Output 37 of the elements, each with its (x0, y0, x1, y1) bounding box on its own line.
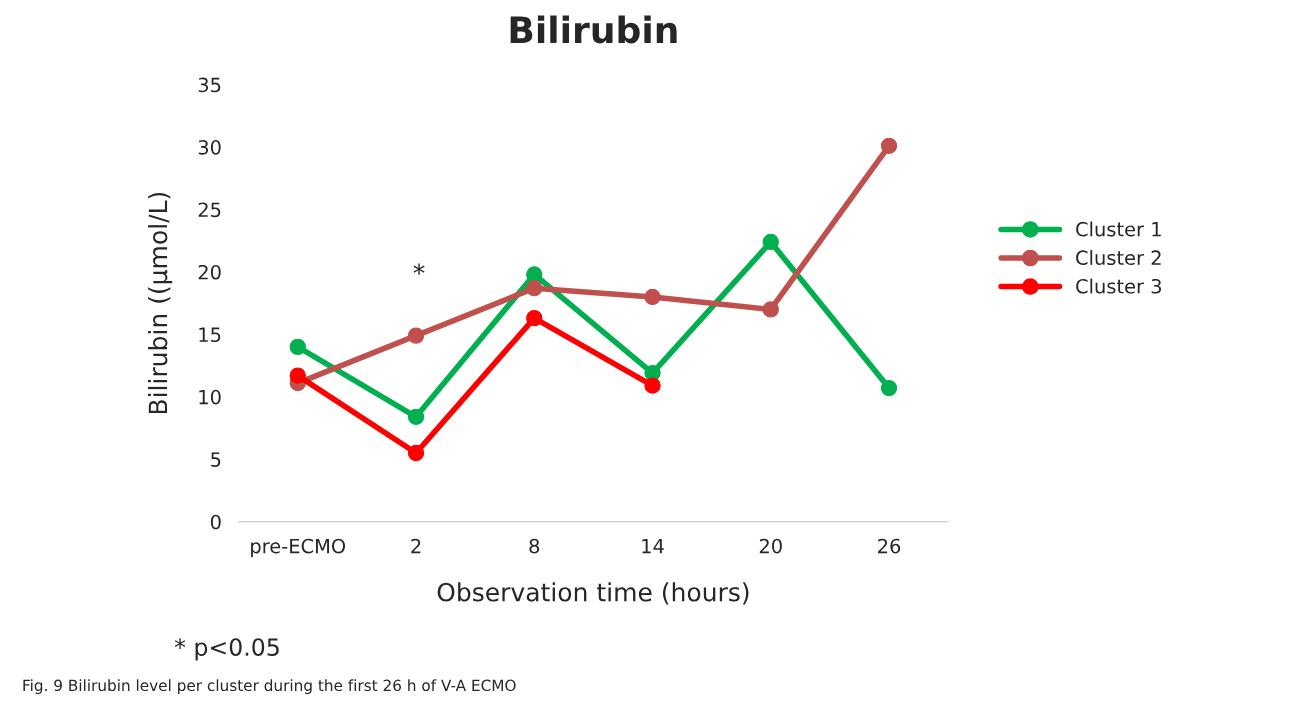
y-tick-label: 15 (199, 327, 221, 343)
point (407, 327, 425, 344)
legend-label: Cluster 2 (1076, 250, 1161, 266)
caption: Fig. 9 Bilirubin level per cluster during the first 26 h of V-A ECMO (23, 679, 516, 695)
point (289, 338, 306, 356)
y-tick-label: 20 (198, 264, 221, 280)
point (880, 379, 898, 397)
point (762, 233, 779, 251)
legend-label: Cluster 3 (1076, 278, 1162, 294)
y-tick-label: 35 (198, 77, 221, 93)
legend-label: Cluster 1 (1076, 221, 1161, 237)
chart-title: Bilirubin (510, 15, 677, 44)
x-tick-label: 26 (878, 538, 901, 554)
point (526, 309, 543, 327)
x-tick-label: 20 (759, 538, 782, 554)
annotation: * (413, 263, 425, 275)
point (880, 137, 898, 154)
x-tick-label: pre-ECMO (251, 538, 346, 558)
point (526, 266, 543, 283)
point (289, 367, 306, 384)
point (762, 301, 779, 318)
y-tick-label: 10 (199, 389, 221, 405)
text: * p<0.05 (174, 638, 279, 661)
y-tick-label: 5 (211, 452, 221, 467)
x-axis-title: Observation time (hours) (437, 582, 749, 605)
y-tick-label: 25 (198, 202, 221, 218)
point (644, 288, 661, 306)
y-tick-label: 30 (198, 140, 221, 155)
point (526, 280, 543, 297)
point (407, 444, 425, 462)
y-tick-label: 0 (210, 514, 221, 530)
x-tick-label: 2 (411, 538, 421, 554)
point (644, 377, 661, 394)
y-axis-title: Bilirubin ((μmol/L) (148, 192, 173, 414)
x-tick-label: 8 (529, 538, 540, 554)
point (407, 408, 425, 425)
x-tick-label: 14 (642, 538, 664, 554)
